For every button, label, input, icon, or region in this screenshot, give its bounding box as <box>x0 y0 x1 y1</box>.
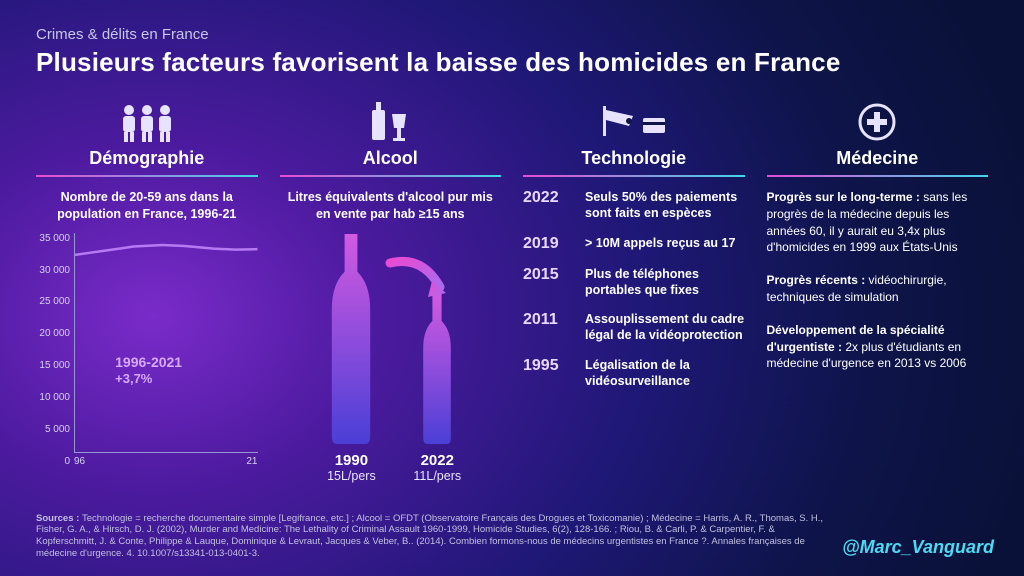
technology-timeline: 2022 Seuls 50% des paiements sont faits e… <box>523 189 745 389</box>
bottle-right-value: 11L/pers <box>413 469 461 483</box>
y-tick: 35 000 <box>30 233 70 244</box>
arrow-icon <box>384 253 454 313</box>
medicine-bold: Progrès récents : <box>767 273 869 287</box>
demography-annot-years: 1996-2021 <box>115 354 182 370</box>
page-title: Plusieurs facteurs favorisent la baisse … <box>36 47 988 78</box>
col-title-medicine: Médecine <box>767 148 989 177</box>
timeline-row: 2022 Seuls 50% des paiements sont faits e… <box>523 189 745 222</box>
timeline-text: Seuls 50% des paiements sont faits en es… <box>585 189 745 222</box>
timeline-row: 2011 Assouplissement du cadre légal de la… <box>523 311 745 344</box>
medicine-blocks: Progrès sur le long-terme : sans les pro… <box>767 189 989 372</box>
demography-chart: 35 00030 00025 00020 00015 00010 0005 00… <box>36 233 258 467</box>
y-tick: 15 000 <box>30 360 70 371</box>
x-start: 96 <box>74 456 85 467</box>
y-tick: 30 000 <box>30 265 70 276</box>
timeline-year: 2015 <box>523 266 571 284</box>
y-tick: 25 000 <box>30 296 70 307</box>
timeline-text: > 10M appels reçus au 17 <box>585 235 735 251</box>
people-icon <box>116 96 178 142</box>
timeline-row: 2015 Plus de téléphones portables que fix… <box>523 266 745 299</box>
author-handle: @Marc_Vanguard <box>842 537 994 558</box>
col-technology: Technologie 2022 Seuls 50% des paiements … <box>523 96 745 496</box>
col-title-demography: Démographie <box>36 148 258 177</box>
timeline-year: 1995 <box>523 357 571 375</box>
col-alcohol: Alcool Litres équivalents d'alcool pur m… <box>280 96 502 496</box>
page-subtitle: Crimes & délits en France <box>36 26 988 43</box>
timeline-year: 2022 <box>523 189 571 207</box>
bottle-left-year: 1990 <box>335 452 368 469</box>
timeline-year: 2011 <box>523 311 571 329</box>
sources-label: Sources : <box>36 513 82 524</box>
demography-desc: Nombre de 20-59 ans dans la population e… <box>36 189 258 223</box>
bottle-1990: 1990 15L/pers <box>319 234 383 483</box>
timeline-text: Plus de téléphones portables que fixes <box>585 266 745 299</box>
timeline-text: Assouplissement du cadre légal de la vid… <box>585 311 745 344</box>
y-tick: 5 000 <box>30 424 70 435</box>
timeline-row: 2019 > 10M appels reçus au 17 <box>523 235 745 253</box>
bottle-glass-icon <box>368 96 412 142</box>
demography-annot-pct: +3,7% <box>115 371 182 388</box>
col-demography: Démographie Nombre de 20-59 ans dans la … <box>36 96 258 496</box>
bottle-left-value: 15L/pers <box>327 469 376 483</box>
medicine-block: Progrès récents : vidéochirurgie, techni… <box>767 272 989 306</box>
bottle-2022: 2022 11L/pers <box>413 294 461 483</box>
y-tick: 20 000 <box>30 328 70 339</box>
bottle-right-year: 2022 <box>421 452 454 469</box>
y-tick: 0 <box>30 456 70 467</box>
demography-annotation: 1996-2021 +3,7% <box>115 353 182 388</box>
col-medicine: Médecine Progrès sur le long-terme : san… <box>767 96 989 496</box>
y-tick: 10 000 <box>30 392 70 403</box>
x-end: 21 <box>246 456 257 467</box>
columns-container: Démographie Nombre de 20-59 ans dans la … <box>36 96 988 496</box>
timeline-row: 1995 Légalisation de la vidéosurveillance <box>523 357 745 390</box>
alcohol-desc: Litres équivalents d'alcool pur mis en v… <box>280 189 502 223</box>
medicine-bold: Progrès sur le long-terme : <box>767 190 924 204</box>
timeline-text: Légalisation de la vidéosurveillance <box>585 357 745 390</box>
sources-text: Technologie = recherche documentaire sim… <box>36 513 823 560</box>
col-title-technology: Technologie <box>523 148 745 177</box>
cctv-card-icon <box>599 96 669 142</box>
col-title-alcohol: Alcool <box>280 148 502 177</box>
bottles-compare: 1990 15L/pers 2022 11L/pers <box>280 233 502 483</box>
medical-cross-icon <box>857 96 897 142</box>
medicine-block: Développement de la spécialité d'urgenti… <box>767 322 989 372</box>
timeline-year: 2019 <box>523 235 571 253</box>
medicine-block: Progrès sur le long-terme : sans les pro… <box>767 189 989 256</box>
sources-footnote: Sources : Technologie = recherche docume… <box>36 513 824 561</box>
